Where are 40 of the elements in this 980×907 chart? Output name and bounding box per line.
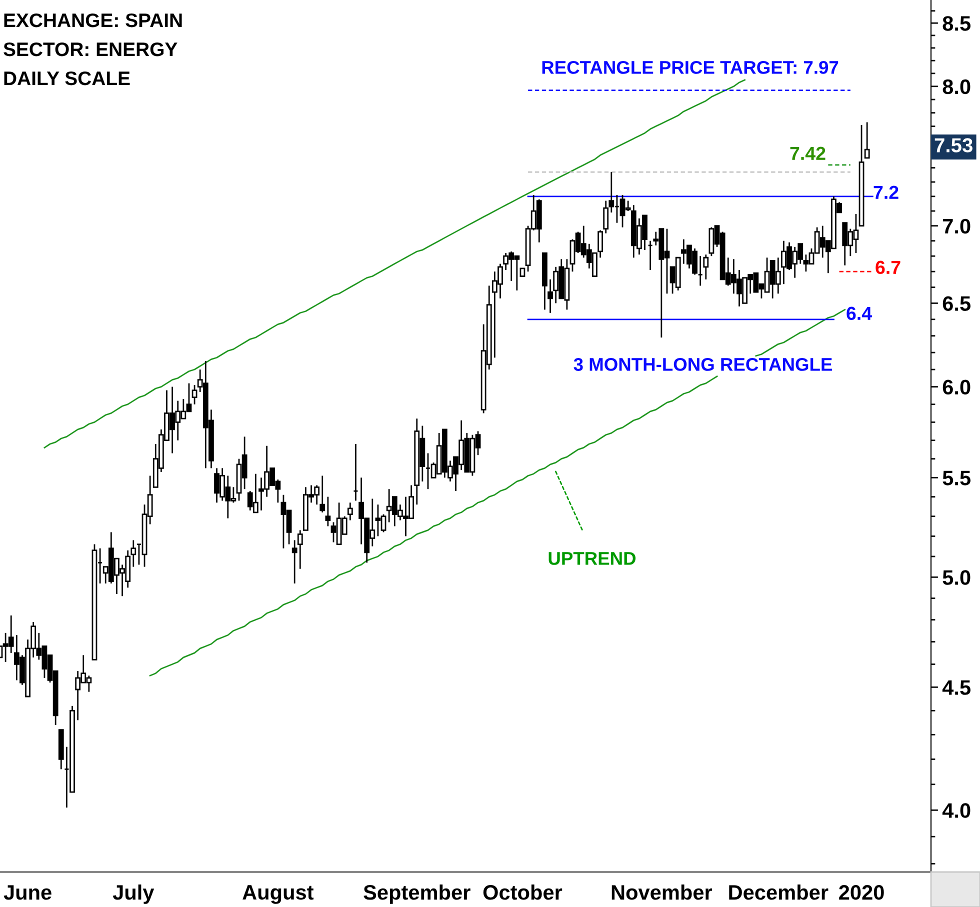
y-tick-label: 5.5 (942, 470, 970, 486)
annotation: 6.4 (846, 306, 872, 320)
candlestick (347, 502, 353, 521)
text: 7.53 (934, 138, 972, 152)
candlestick (130, 540, 136, 568)
candlestick (703, 254, 709, 280)
x-tick-label: July (112, 884, 154, 904)
annotation: EXCHANGE: SPAIN (4, 13, 182, 28)
x-tick-label: 2020 (839, 885, 884, 900)
candlestick (320, 475, 326, 514)
y-tick-label: 6.0 (942, 380, 970, 395)
y-tick-label: 5.0 (942, 570, 970, 585)
y-tick-label: 6.5 (942, 296, 970, 311)
annotation: SECTOR: ENERGY (4, 42, 178, 56)
candlestick (548, 278, 553, 314)
candlestick (603, 200, 609, 234)
y-tick-label: 8.5 (942, 16, 970, 31)
x-tick-label: June (4, 885, 52, 900)
candlestick (192, 384, 198, 406)
x-tick-label: October (483, 884, 562, 900)
annotation: DAILY SCALE (4, 71, 130, 86)
annotation: 7.42 (790, 146, 826, 160)
y-tick-label: 7.0 (943, 218, 970, 234)
y-tick-label: 8.0 (942, 79, 970, 94)
annotation: RECTANGLE PRICE TARGET: 7.97 (542, 60, 838, 74)
y-tick-label: 4.0 (942, 803, 970, 818)
annotation: 7.2 (874, 186, 898, 199)
x-tick-label: August (242, 885, 314, 904)
candlestick (292, 540, 298, 584)
annotation: 3 MONTH-LONG RECTANGLE (574, 358, 832, 371)
annotation: UPTREND (548, 552, 636, 565)
candlestick (864, 122, 870, 159)
candlestick (598, 230, 603, 258)
candlestick (297, 530, 303, 570)
annotation: 6.7 (876, 260, 900, 274)
x-tick-label: December (729, 884, 828, 900)
y-tick-label: 4.5 (942, 680, 970, 695)
x-tick-label: November (612, 884, 712, 900)
x-tick-label: September (364, 884, 470, 904)
candlestick (325, 496, 331, 527)
